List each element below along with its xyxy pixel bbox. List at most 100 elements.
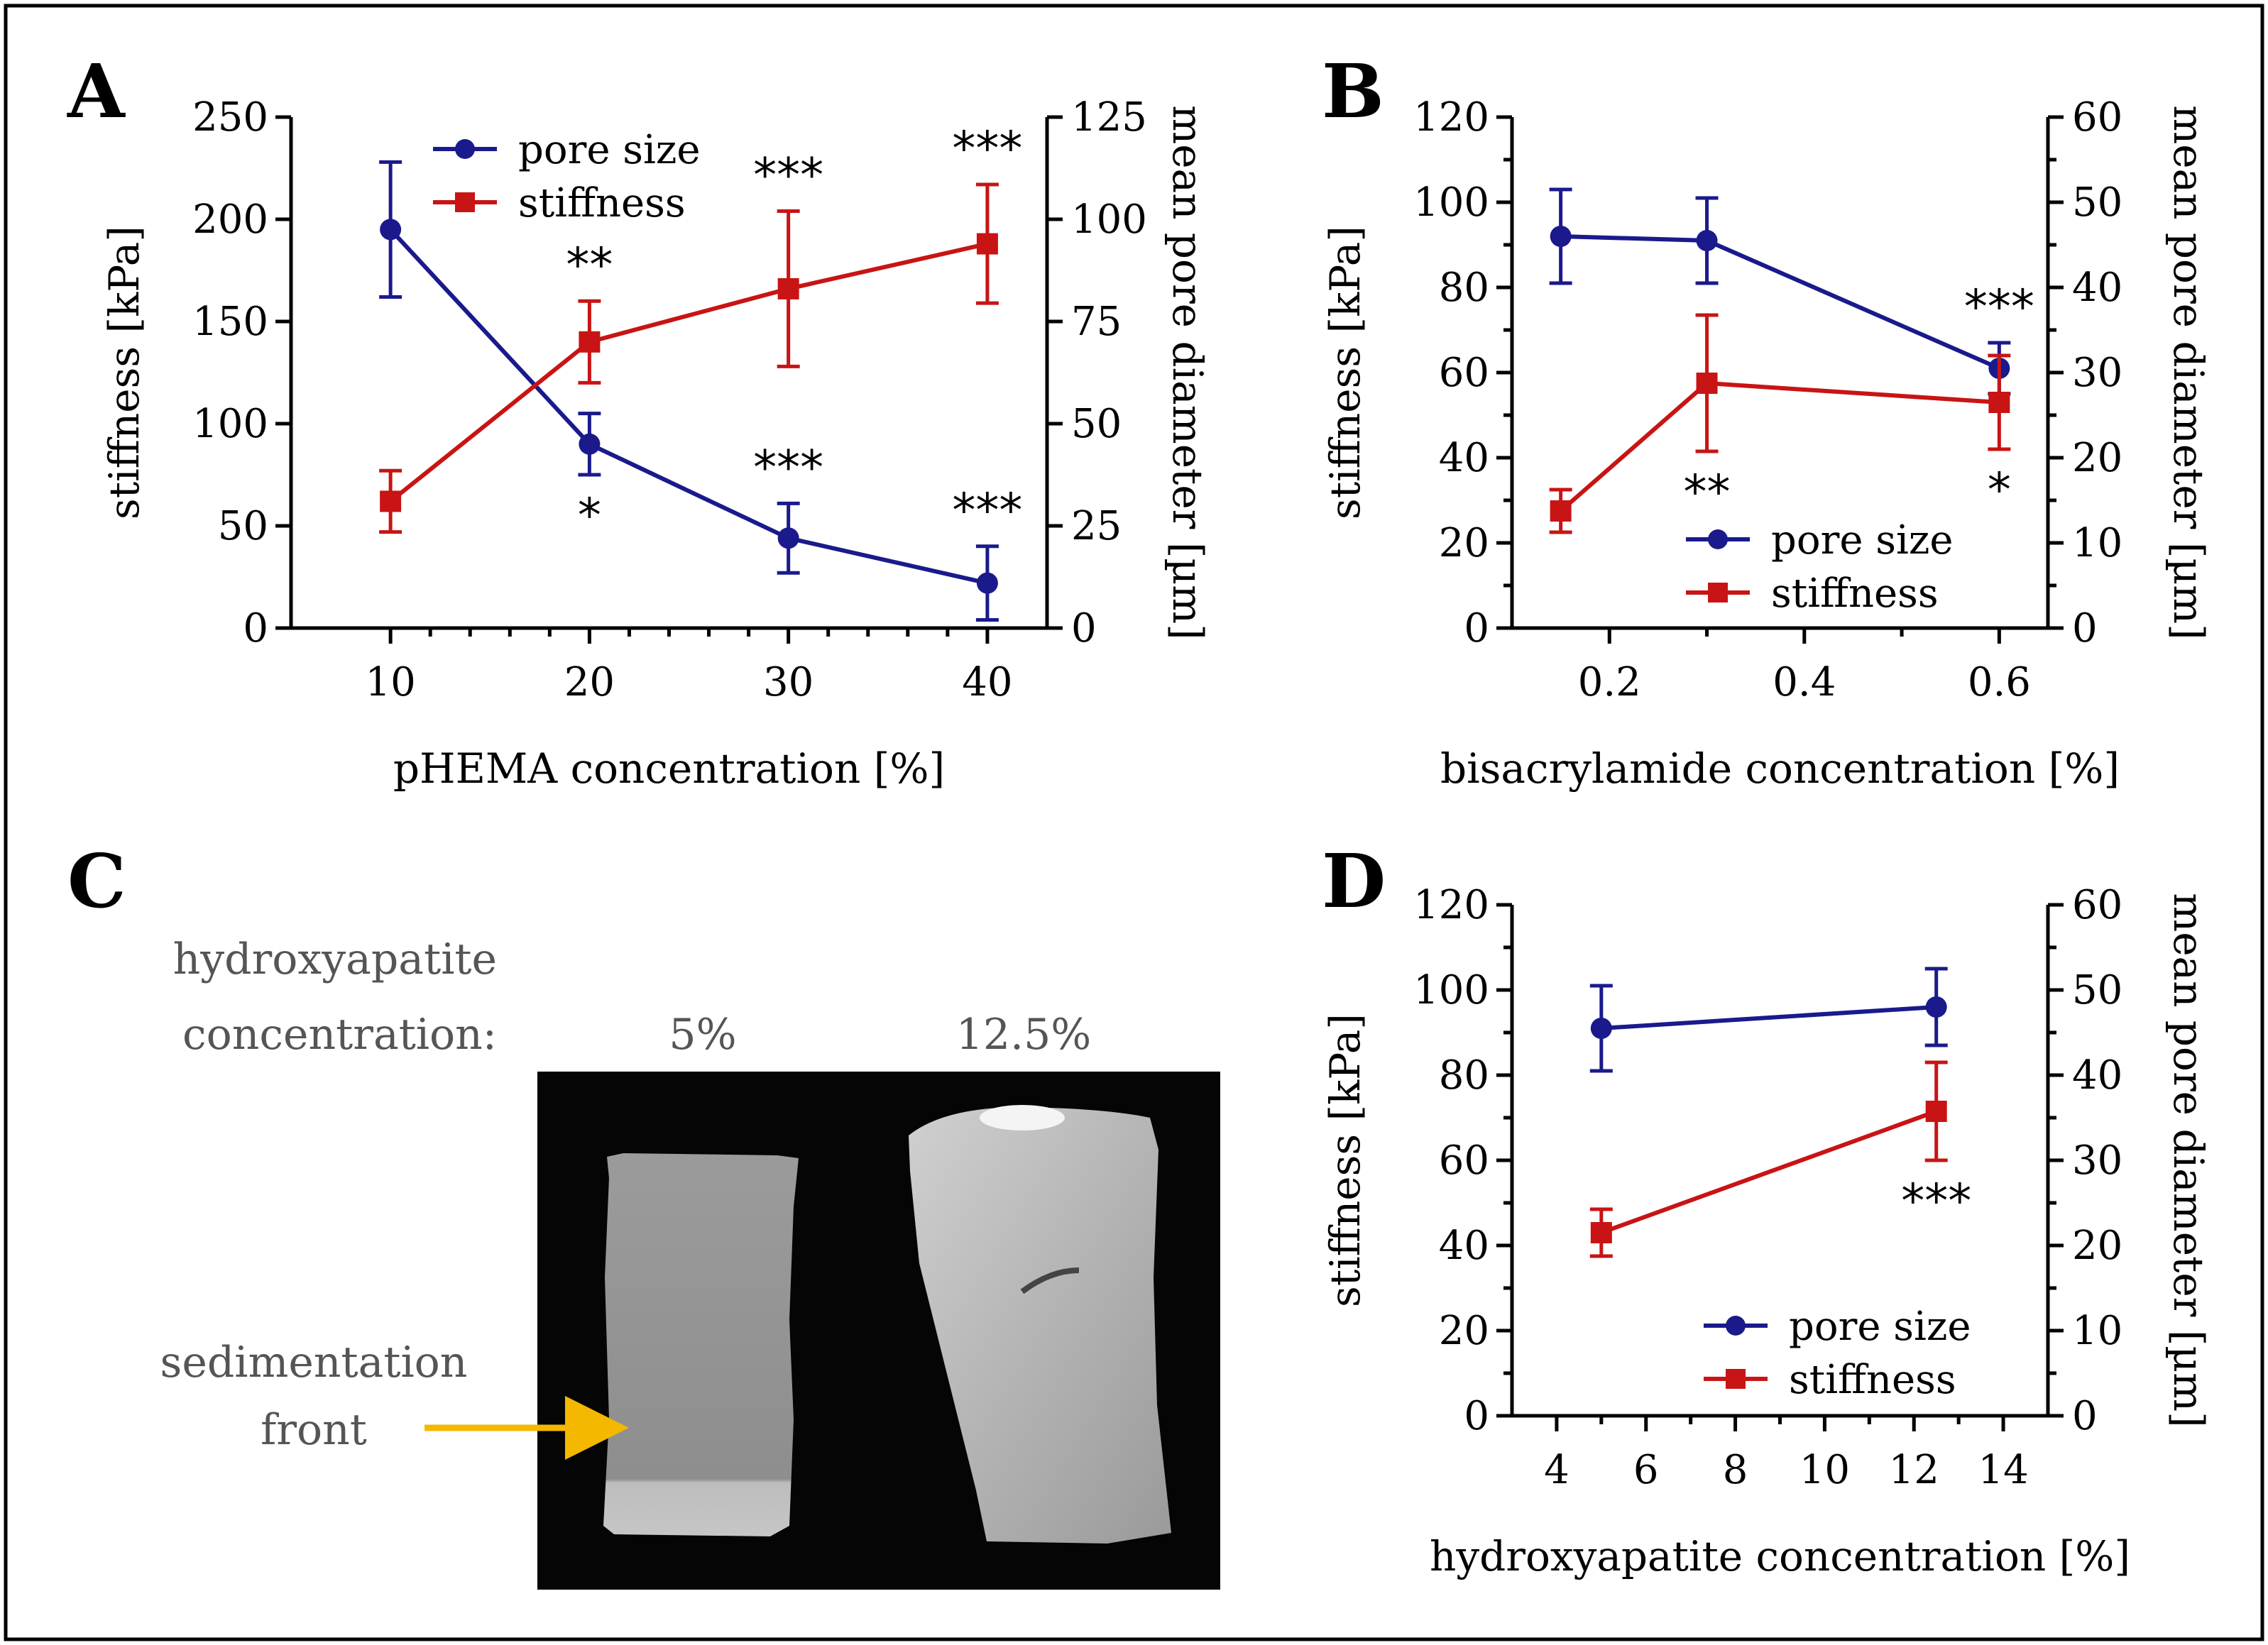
right-y-axis-title: mean pore diameter [µm]: [2164, 893, 2213, 1428]
legend-pore-size-marker: [455, 139, 475, 159]
pore-size-point: [1550, 226, 1572, 247]
x-tick-label: 0.6: [1968, 659, 2031, 705]
pore-size-significance-label: *: [578, 488, 601, 543]
panel-a-plot: 0 50 100 150 200 250 0 25 50 75 100 125 10 20 30 40 pHEM…: [100, 94, 1212, 793]
stiffness-significance-label: *: [1988, 463, 2011, 517]
legend-stiffness-marker: [455, 192, 475, 212]
left-y-tick-label: 20: [1439, 520, 1489, 566]
panel-b-letter: B: [1322, 48, 1384, 135]
right-y-tick-label: 0: [2072, 605, 2098, 651]
panel-b-chart: B 0 20 40 60 80 100 120 0 10 20 30 40 50 60 0.2 0.4 0.6 b…: [1321, 48, 2213, 793]
x-tick-label: 40: [962, 659, 1012, 705]
left-y-tick-label: 20: [1439, 1308, 1489, 1354]
pore-size-point: [1590, 1018, 1612, 1039]
x-tick-label: 6: [1633, 1447, 1659, 1493]
stiffness-significance-label: **: [1684, 465, 1731, 519]
stiffness-significance-label: ***: [753, 148, 823, 202]
left-y-tick-label: 250: [192, 94, 268, 141]
panel-d-chart: D 0 20 40 60 80 100 120 0 10 20 30 40 50 60 4 6 8 10 12 14 h…: [1321, 837, 2213, 1580]
legend-stiffness-label: stiffness: [1771, 571, 1939, 617]
legend-pore-size-label: pore size: [1771, 517, 1954, 563]
right-y-tick-label: 60: [2072, 94, 2122, 141]
pore-size-point: [777, 527, 799, 549]
right-y-axis-title: mean pore diameter [µm]: [2164, 105, 2213, 640]
right-y-tick-label: 125: [1071, 94, 1147, 141]
sample-12-5-percent: [909, 1107, 1171, 1544]
right-y-axis-title: mean pore diameter [µm]: [1163, 105, 1212, 640]
legend-stiffness-label: stiffness: [518, 180, 686, 226]
pore-size-point: [579, 433, 601, 455]
x-tick-label: 12: [1889, 1447, 1939, 1493]
left-y-tick-label: 100: [1413, 180, 1489, 226]
x-axis-title: hydroxyapatite concentration [%]: [1430, 1532, 2130, 1580]
left-y-tick-label: 40: [1439, 1223, 1489, 1269]
pore-size-line: [1601, 1005, 1936, 1030]
pore-size-point: [380, 219, 402, 241]
legend-pore-size-marker: [1708, 529, 1728, 549]
right-y-tick-label: 20: [2072, 435, 2122, 481]
x-tick-label: 10: [365, 659, 415, 705]
panel-d-plot: 0 20 40 60 80 100 120 0 10 20 30 40 50 60 4 6 8 10 12 14 hyd…: [1321, 882, 2213, 1580]
legend-stiffness-marker: [1708, 583, 1728, 603]
right-y-tick-label: 100: [1071, 197, 1147, 243]
stiffness-point: [1590, 1222, 1612, 1243]
pore-size-significance-label: ***: [952, 483, 1022, 538]
left-y-tick-label: 0: [243, 605, 268, 651]
left-y-tick-label: 50: [218, 503, 268, 549]
pore-size-point: [1925, 996, 1947, 1018]
pore-size-significance-label: ***: [1964, 280, 2034, 334]
stiffness-line: [1600, 1109, 1937, 1235]
sedimentation-front-label-line2: front: [261, 1405, 367, 1455]
legend-pore-size-label: pore size: [1789, 1304, 1971, 1350]
legend-stiffness-label: stiffness: [1789, 1357, 1956, 1403]
panel-d-letter: D: [1322, 837, 1386, 925]
hydroxyapatite-heading-line2: concentration:: [182, 1010, 497, 1060]
figure-frame: [4, 4, 2264, 1641]
pore-size-point: [976, 572, 998, 594]
pore-size-significance-label: ***: [753, 440, 823, 495]
right-y-tick-label: 30: [2072, 350, 2122, 396]
stiffness-point: [380, 490, 402, 512]
panel-c-letter: C: [67, 837, 126, 925]
left-y-tick-label: 0: [1464, 605, 1489, 651]
right-y-tick-label: 10: [2072, 520, 2122, 566]
sedimentation-front-label-line1: sedimentation: [160, 1338, 468, 1387]
hydroxyapatite-heading-line1: hydroxyapatite: [173, 935, 497, 984]
stiffness-significance-label: **: [566, 238, 613, 292]
stiffness-point: [777, 277, 799, 299]
right-y-tick-label: 0: [2072, 1393, 2098, 1439]
x-tick-label: 14: [1978, 1447, 2028, 1493]
x-tick-label: 0.4: [1773, 659, 1836, 705]
stiffness-line: [1559, 380, 2000, 513]
x-tick-label: 20: [564, 659, 615, 705]
right-y-tick-label: 20: [2072, 1223, 2122, 1269]
legend-stiffness-marker: [1726, 1369, 1746, 1389]
stiffness-point: [976, 233, 998, 255]
right-y-tick-label: 75: [1071, 299, 1122, 345]
stiffness-point: [1925, 1101, 1947, 1122]
stiffness-point: [1696, 373, 1718, 394]
right-y-tick-label: 10: [2072, 1308, 2122, 1354]
right-y-tick-label: 25: [1071, 503, 1122, 549]
x-tick-label: 4: [1544, 1447, 1569, 1493]
left-y-tick-label: 0: [1464, 1393, 1489, 1439]
stiffness-line: [389, 241, 988, 503]
left-y-tick-label: 120: [1413, 882, 1489, 928]
sample-12-5-percent-crack: [1020, 1267, 1080, 1294]
left-y-axis-title: stiffness [kPa]: [1321, 1013, 1369, 1307]
sample-12-5-percent-label: 12.5%: [956, 1010, 1092, 1060]
right-y-tick-label: 50: [1071, 401, 1122, 447]
stiffness-point: [1988, 392, 2010, 413]
right-y-tick-label: 50: [2072, 180, 2122, 226]
left-y-tick-label: 150: [192, 299, 268, 345]
stiffness-significance-label: ***: [952, 121, 1022, 176]
right-y-tick-label: 50: [2072, 967, 2122, 1013]
pore-size-point: [1696, 230, 1718, 251]
stiffness-point: [579, 331, 601, 353]
panel-b-plot: 0 20 40 60 80 100 120 0 10 20 30 40 50 60 0.2 0.4 0.6 bis…: [1321, 94, 2213, 793]
sample-5-percent-label: 5%: [669, 1010, 736, 1060]
pore-size-line: [388, 228, 988, 585]
panel-a-chart: A 0 50 100 150 200 250 0 25 50 75 100 125 10 20 30 40 pH…: [67, 48, 1212, 793]
x-tick-label: 10: [1799, 1447, 1850, 1493]
